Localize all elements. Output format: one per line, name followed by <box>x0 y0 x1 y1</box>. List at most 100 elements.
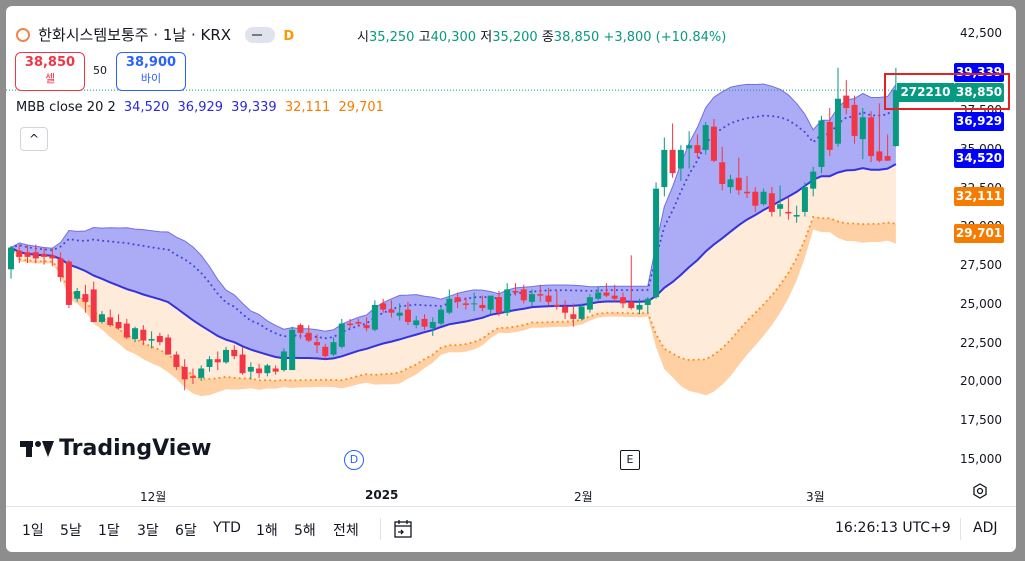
toggle-icon[interactable] <box>245 27 276 43</box>
buy-button[interactable]: 38,900 바이 <box>116 52 186 91</box>
candle[interactable] <box>156 332 163 346</box>
candle[interactable] <box>578 303 585 321</box>
candle[interactable] <box>322 343 329 360</box>
timeframe-4[interactable]: 6달 <box>175 523 197 539</box>
settings-icon[interactable] <box>972 483 988 499</box>
candle[interactable] <box>272 365 279 375</box>
candle[interactable] <box>760 188 767 206</box>
candle[interactable] <box>777 185 784 217</box>
earnings-marker[interactable]: E <box>620 450 640 470</box>
candle[interactable] <box>686 131 693 169</box>
candle[interactable] <box>495 290 502 316</box>
candle[interactable] <box>710 118 717 163</box>
candle[interactable] <box>479 295 486 312</box>
candle[interactable] <box>189 368 196 385</box>
candle[interactable] <box>892 67 899 147</box>
candle[interactable] <box>586 294 593 313</box>
candle[interactable] <box>41 247 48 265</box>
candle[interactable] <box>835 67 841 147</box>
sell-button[interactable]: 38,850 셀 <box>15 52 85 91</box>
candle[interactable] <box>636 298 643 315</box>
candle[interactable] <box>280 348 287 372</box>
candle[interactable] <box>884 134 891 161</box>
candle[interactable] <box>570 303 577 327</box>
candle[interactable] <box>735 157 742 195</box>
candle[interactable] <box>8 246 14 279</box>
timeframe-2[interactable]: 1달 <box>98 523 120 539</box>
candle[interactable] <box>289 326 296 371</box>
candle[interactable] <box>512 283 519 296</box>
candle[interactable] <box>198 365 205 381</box>
candle[interactable] <box>132 326 139 343</box>
candle[interactable] <box>438 306 445 326</box>
candle[interactable] <box>90 281 97 322</box>
candle[interactable] <box>768 187 775 217</box>
candle[interactable] <box>371 300 378 332</box>
candle[interactable] <box>462 297 469 310</box>
candle[interactable] <box>595 286 602 301</box>
collapse-legend-button[interactable]: ^ <box>20 127 48 151</box>
candle[interactable] <box>793 205 800 223</box>
candle[interactable] <box>57 252 64 282</box>
candle[interactable] <box>115 314 122 330</box>
candle[interactable] <box>388 300 395 318</box>
candle[interactable] <box>123 318 130 340</box>
timeframe-5[interactable]: YTD <box>213 520 241 536</box>
candle[interactable] <box>504 283 511 316</box>
candle[interactable] <box>140 325 147 346</box>
candle[interactable] <box>404 301 411 326</box>
candle[interactable] <box>98 311 105 324</box>
candle[interactable] <box>264 363 271 377</box>
timeframe-1[interactable]: 5날 <box>60 523 82 539</box>
candle[interactable] <box>313 334 320 354</box>
candle[interactable] <box>752 187 759 212</box>
timeframe-8[interactable]: 전체 <box>333 523 359 539</box>
candle[interactable] <box>413 315 420 329</box>
candle[interactable] <box>181 359 188 391</box>
candle[interactable] <box>611 284 618 302</box>
candle[interactable] <box>868 111 875 163</box>
candle[interactable] <box>256 363 263 378</box>
candle[interactable] <box>719 146 726 191</box>
candle[interactable] <box>529 289 536 307</box>
candle[interactable] <box>471 292 478 312</box>
candle[interactable] <box>628 255 635 310</box>
date-range-icon[interactable] <box>392 518 414 540</box>
candle[interactable] <box>223 346 230 364</box>
timeframe-3[interactable]: 3달 <box>137 523 159 539</box>
candle[interactable] <box>851 95 858 144</box>
candle[interactable] <box>421 314 428 330</box>
candle[interactable] <box>49 247 56 267</box>
candle[interactable] <box>347 318 354 329</box>
candle[interactable] <box>810 166 817 197</box>
candle[interactable] <box>744 176 751 198</box>
candle[interactable] <box>603 283 610 298</box>
candle[interactable] <box>859 108 866 160</box>
candle[interactable] <box>82 284 89 313</box>
candle[interactable] <box>454 292 461 309</box>
candle[interactable] <box>785 197 792 220</box>
adj-button[interactable]: ADJ <box>973 520 998 536</box>
candle[interactable] <box>165 334 172 355</box>
candle[interactable] <box>537 284 544 302</box>
candle[interactable] <box>562 300 569 319</box>
candle[interactable] <box>396 303 403 321</box>
symbol-title[interactable]: 한화시스템보통주 · 1날 · KRX <box>38 26 232 44</box>
candle[interactable] <box>429 317 436 336</box>
candle[interactable] <box>653 182 660 299</box>
candle[interactable] <box>727 174 734 194</box>
candle[interactable] <box>644 297 651 313</box>
timeframe-6[interactable]: 1해 <box>256 523 278 539</box>
candle[interactable] <box>355 318 362 327</box>
candle[interactable] <box>239 346 246 375</box>
candle[interactable] <box>446 289 453 315</box>
candle[interactable] <box>694 134 701 158</box>
candle[interactable] <box>247 362 254 380</box>
price-chart[interactable] <box>6 6 1016 552</box>
candle[interactable] <box>669 123 676 178</box>
candle[interactable] <box>173 351 180 371</box>
candle[interactable] <box>801 182 808 217</box>
clock[interactable]: 16:26:13 UTC+9 <box>835 520 951 536</box>
candle[interactable] <box>297 323 304 340</box>
candle[interactable] <box>553 290 560 310</box>
